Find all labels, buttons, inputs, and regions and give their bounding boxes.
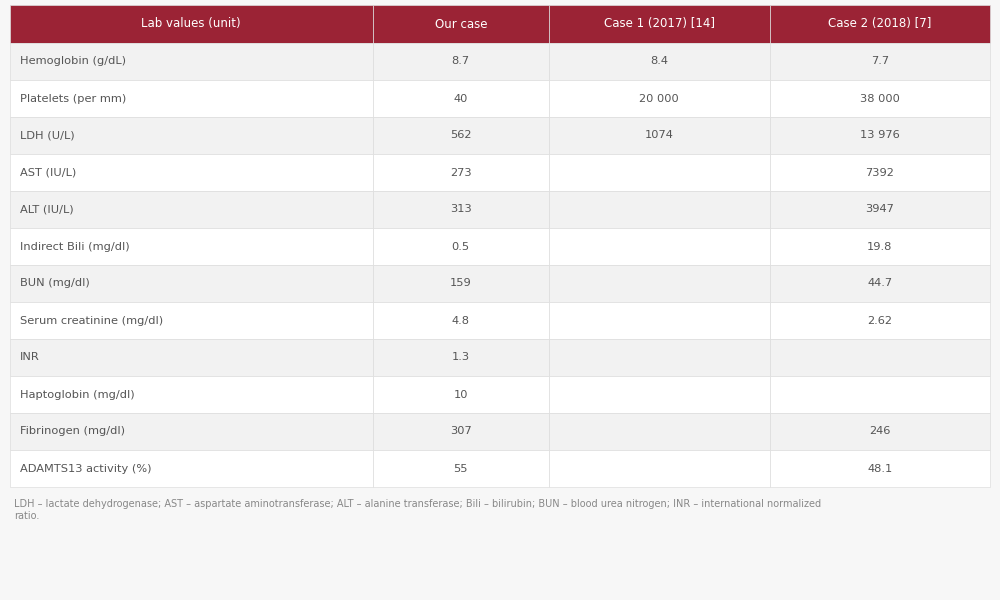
Bar — [373, 154, 549, 191]
Bar — [549, 450, 770, 487]
Text: 1074: 1074 — [645, 130, 674, 140]
Bar — [10, 413, 373, 450]
Bar — [10, 43, 373, 80]
Text: 8.4: 8.4 — [650, 56, 668, 67]
Text: Haptoglobin (mg/dl): Haptoglobin (mg/dl) — [20, 389, 135, 400]
Text: 20 000: 20 000 — [639, 94, 679, 103]
Bar — [770, 413, 990, 450]
Bar — [10, 154, 373, 191]
Bar — [373, 228, 549, 265]
Bar — [10, 191, 373, 228]
Bar — [770, 228, 990, 265]
Bar — [549, 302, 770, 339]
Bar — [770, 339, 990, 376]
Bar — [549, 413, 770, 450]
Bar — [373, 376, 549, 413]
Text: 562: 562 — [450, 130, 472, 140]
Bar — [549, 117, 770, 154]
Bar — [549, 154, 770, 191]
Bar — [10, 5, 373, 43]
Text: 38 000: 38 000 — [860, 94, 900, 103]
Bar — [770, 117, 990, 154]
Bar — [770, 302, 990, 339]
Text: 159: 159 — [450, 278, 472, 289]
Text: Case 2 (2018) [7]: Case 2 (2018) [7] — [828, 17, 931, 31]
Text: INR: INR — [20, 352, 40, 362]
Bar — [770, 5, 990, 43]
Bar — [373, 117, 549, 154]
Bar — [373, 413, 549, 450]
Text: 40: 40 — [454, 94, 468, 103]
Text: Platelets (per mm): Platelets (per mm) — [20, 94, 126, 103]
Text: 1.3: 1.3 — [452, 352, 470, 362]
Bar — [549, 265, 770, 302]
Text: Indirect Bili (mg/dl): Indirect Bili (mg/dl) — [20, 241, 130, 251]
Bar — [373, 43, 549, 80]
Text: BUN (mg/dl): BUN (mg/dl) — [20, 278, 90, 289]
Bar — [373, 450, 549, 487]
Bar — [10, 117, 373, 154]
Bar — [10, 228, 373, 265]
Bar — [770, 43, 990, 80]
Text: 0.5: 0.5 — [452, 241, 470, 251]
Bar — [10, 376, 373, 413]
Text: 7392: 7392 — [865, 167, 894, 178]
Text: ALT (IU/L): ALT (IU/L) — [20, 205, 74, 214]
Text: 8.7: 8.7 — [452, 56, 470, 67]
Bar — [549, 80, 770, 117]
Bar — [549, 5, 770, 43]
Bar — [549, 191, 770, 228]
Text: 55: 55 — [454, 463, 468, 473]
Text: Our case: Our case — [435, 17, 487, 31]
Bar — [770, 154, 990, 191]
Bar — [770, 80, 990, 117]
Bar — [10, 265, 373, 302]
Bar — [373, 302, 549, 339]
Bar — [549, 339, 770, 376]
Bar — [10, 302, 373, 339]
Bar — [373, 339, 549, 376]
Text: 2.62: 2.62 — [867, 316, 892, 325]
Text: Lab values (unit): Lab values (unit) — [141, 17, 241, 31]
Text: 307: 307 — [450, 427, 472, 437]
Bar — [770, 376, 990, 413]
Text: 19.8: 19.8 — [867, 241, 892, 251]
Text: LDH – lactate dehydrogenase; AST – aspartate aminotransferase; ALT – alanine tra: LDH – lactate dehydrogenase; AST – aspar… — [14, 499, 821, 521]
Text: 313: 313 — [450, 205, 472, 214]
Text: 7.7: 7.7 — [871, 56, 889, 67]
Text: Hemoglobin (g/dL): Hemoglobin (g/dL) — [20, 56, 126, 67]
Bar — [373, 5, 549, 43]
Text: ADAMTS13 activity (%): ADAMTS13 activity (%) — [20, 463, 152, 473]
Bar — [373, 80, 549, 117]
Bar — [373, 191, 549, 228]
Text: 3947: 3947 — [865, 205, 894, 214]
Bar — [10, 450, 373, 487]
Text: 48.1: 48.1 — [867, 463, 892, 473]
Bar — [770, 191, 990, 228]
Bar — [770, 450, 990, 487]
Bar — [10, 80, 373, 117]
Text: 246: 246 — [869, 427, 890, 437]
Bar — [770, 265, 990, 302]
Text: AST (IU/L): AST (IU/L) — [20, 167, 76, 178]
Text: Serum creatinine (mg/dl): Serum creatinine (mg/dl) — [20, 316, 163, 325]
Text: 10: 10 — [454, 389, 468, 400]
Bar — [549, 228, 770, 265]
Text: 13 976: 13 976 — [860, 130, 900, 140]
Text: 44.7: 44.7 — [867, 278, 892, 289]
Text: LDH (U/L): LDH (U/L) — [20, 130, 75, 140]
Text: Case 1 (2017) [14]: Case 1 (2017) [14] — [604, 17, 715, 31]
Bar — [373, 265, 549, 302]
Bar — [549, 376, 770, 413]
Text: Fibrinogen (mg/dl): Fibrinogen (mg/dl) — [20, 427, 125, 437]
Text: 4.8: 4.8 — [452, 316, 470, 325]
Bar — [10, 339, 373, 376]
Text: 273: 273 — [450, 167, 472, 178]
Bar — [549, 43, 770, 80]
